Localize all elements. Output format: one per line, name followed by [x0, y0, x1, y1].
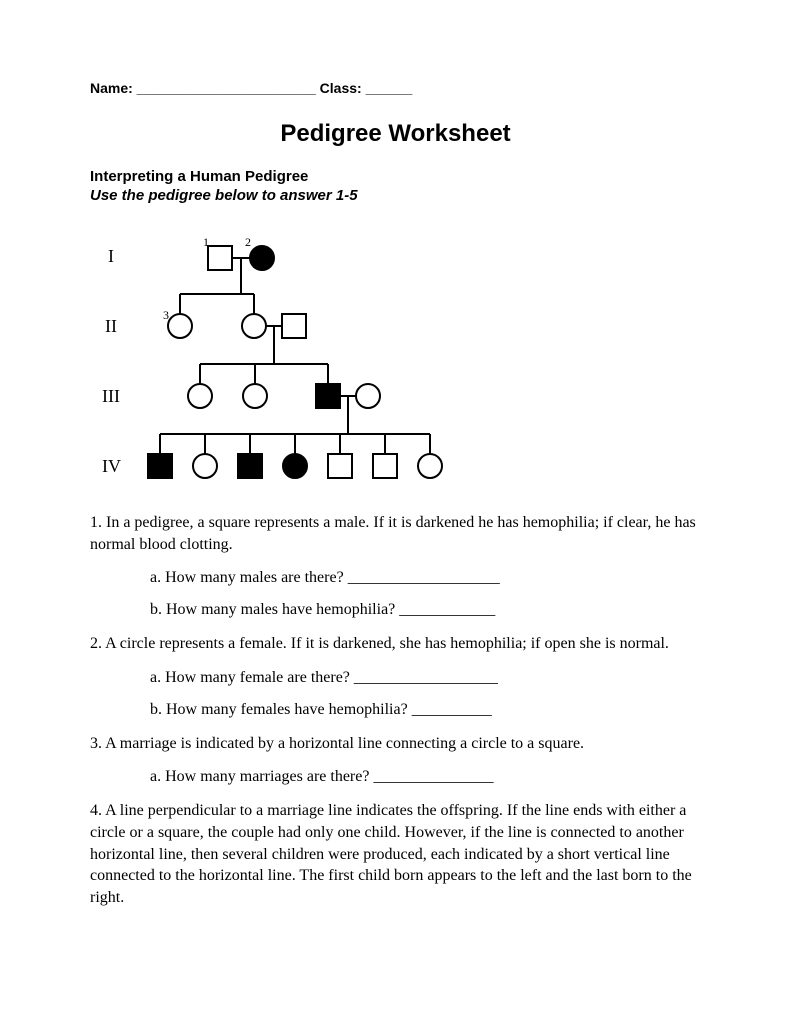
class-blank: ______	[362, 80, 413, 96]
female-unaffected	[418, 454, 442, 478]
instruction: Use the pedigree below to answer 1-5	[90, 187, 701, 204]
female-affected	[250, 246, 274, 270]
gen-3-label: III	[102, 386, 120, 406]
question-4: 4. A line perpendicular to a marriage li…	[90, 800, 701, 908]
male-unaffected	[282, 314, 306, 338]
female-unaffected	[168, 314, 192, 338]
male-unaffected	[208, 246, 232, 270]
question-1a: a. How many males are there? ___________…	[150, 569, 701, 587]
name-label: Name:	[90, 80, 133, 96]
female-unaffected	[188, 384, 212, 408]
name-blank: _______________________	[133, 80, 316, 96]
question-3a: a. How many marriages are there? _______…	[150, 768, 701, 786]
gen-1-label: I	[108, 246, 114, 266]
male-affected	[238, 454, 262, 478]
page-title: Pedigree Worksheet	[90, 120, 701, 148]
gen-2-label: II	[105, 316, 117, 336]
female-affected	[283, 454, 307, 478]
question-2a: a. How many female are there? __________…	[150, 669, 701, 687]
gen-4-label: IV	[102, 456, 121, 476]
male-affected	[148, 454, 172, 478]
question-3: 3. A marriage is indicated by a horizont…	[90, 733, 701, 755]
question-1b: b. How many males have hemophilia? _____…	[150, 601, 701, 619]
label-3: 3	[163, 308, 169, 322]
male-unaffected	[328, 454, 352, 478]
female-unaffected	[356, 384, 380, 408]
female-unaffected	[193, 454, 217, 478]
question-2b: b. How many females have hemophilia? ___…	[150, 701, 701, 719]
question-1: 1. In a pedigree, a square represents a …	[90, 512, 701, 555]
pedigree-diagram: I II III IV 1 2 3	[90, 224, 460, 504]
label-2: 2	[245, 235, 251, 249]
worksheet-page: Name: _______________________ Class: ___…	[0, 0, 791, 962]
question-2: 2. A circle represents a female. If it i…	[90, 633, 701, 655]
male-unaffected	[373, 454, 397, 478]
header-line: Name: _______________________ Class: ___…	[90, 80, 701, 96]
male-affected	[316, 384, 340, 408]
class-label: Class:	[316, 80, 362, 96]
subtitle: Interpreting a Human Pedigree	[90, 168, 701, 185]
female-unaffected	[242, 314, 266, 338]
female-unaffected	[243, 384, 267, 408]
